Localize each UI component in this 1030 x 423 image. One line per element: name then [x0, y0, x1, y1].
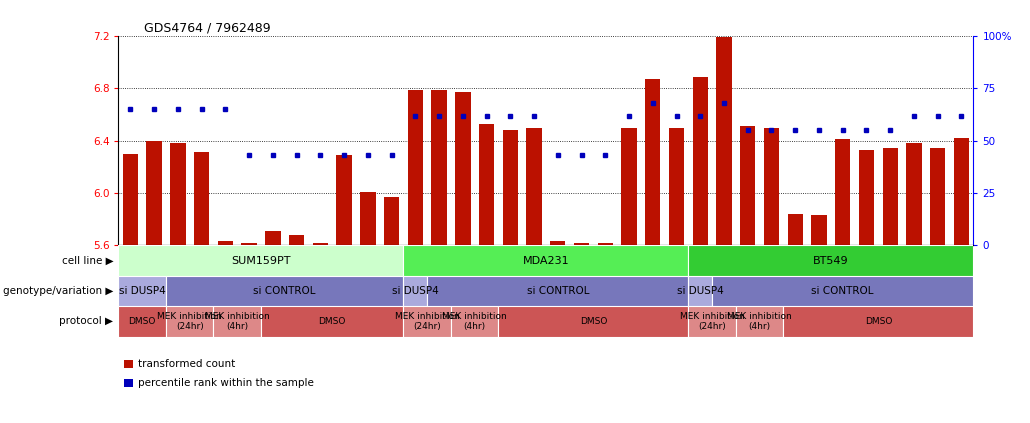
Text: DMSO: DMSO: [129, 317, 156, 326]
Text: si DUSP4: si DUSP4: [118, 286, 166, 296]
Bar: [812, 215, 827, 245]
Text: cell line ▶: cell line ▶: [62, 255, 113, 266]
Bar: [146, 140, 162, 245]
Text: BT549: BT549: [813, 255, 849, 266]
Bar: [404, 245, 688, 276]
Bar: [688, 276, 712, 306]
Bar: [265, 231, 280, 245]
Bar: [170, 143, 185, 245]
Bar: [688, 306, 735, 337]
Bar: [645, 79, 660, 245]
Bar: [455, 92, 471, 245]
Bar: [597, 243, 613, 245]
Text: DMSO: DMSO: [318, 317, 346, 326]
Bar: [288, 235, 304, 245]
Text: DMSO: DMSO: [580, 317, 607, 326]
Bar: [166, 306, 213, 337]
Text: DMSO: DMSO: [864, 317, 892, 326]
Text: MEK inhibition
(4hr): MEK inhibition (4hr): [442, 312, 507, 331]
Bar: [118, 276, 166, 306]
Bar: [668, 128, 684, 245]
Text: transformed count: transformed count: [138, 359, 235, 369]
Text: protocol ▶: protocol ▶: [60, 316, 113, 327]
Bar: [118, 306, 166, 337]
Bar: [499, 306, 688, 337]
Bar: [835, 139, 851, 245]
Text: SUM159PT: SUM159PT: [231, 255, 290, 266]
Bar: [930, 148, 946, 245]
Bar: [404, 306, 451, 337]
Bar: [688, 245, 973, 276]
Bar: [526, 128, 542, 245]
Bar: [360, 192, 376, 245]
Bar: [261, 306, 404, 337]
Bar: [503, 130, 518, 245]
Bar: [764, 128, 780, 245]
Bar: [621, 128, 637, 245]
Bar: [451, 306, 499, 337]
Bar: [213, 306, 261, 337]
Bar: [735, 306, 784, 337]
Bar: [906, 143, 922, 245]
Bar: [716, 37, 731, 245]
Bar: [241, 243, 256, 245]
Text: MDA231: MDA231: [522, 255, 570, 266]
Bar: [118, 245, 404, 276]
Bar: [883, 148, 898, 245]
Bar: [337, 155, 352, 245]
Text: genotype/variation ▶: genotype/variation ▶: [3, 286, 113, 296]
Bar: [123, 154, 138, 245]
Bar: [432, 90, 447, 245]
Bar: [954, 138, 969, 245]
Text: MEK inhibition
(4hr): MEK inhibition (4hr): [205, 312, 270, 331]
Bar: [408, 90, 423, 245]
Text: si DUSP4: si DUSP4: [392, 286, 439, 296]
Text: si CONTROL: si CONTROL: [526, 286, 589, 296]
Text: MEK inhibition
(24hr): MEK inhibition (24hr): [158, 312, 222, 331]
Bar: [194, 152, 209, 245]
Text: MEK inhibition
(24hr): MEK inhibition (24hr): [394, 312, 459, 331]
Bar: [784, 306, 973, 337]
Text: MEK inhibition
(24hr): MEK inhibition (24hr): [680, 312, 745, 331]
Bar: [217, 242, 233, 245]
Bar: [312, 243, 328, 245]
Text: MEK inhibition
(4hr): MEK inhibition (4hr): [727, 312, 792, 331]
Text: si DUSP4: si DUSP4: [677, 286, 724, 296]
Bar: [166, 276, 404, 306]
Bar: [427, 276, 688, 306]
Bar: [404, 276, 427, 306]
Bar: [740, 126, 755, 245]
Bar: [384, 197, 400, 245]
Bar: [788, 214, 803, 245]
Text: si CONTROL: si CONTROL: [812, 286, 874, 296]
Bar: [574, 243, 589, 245]
Bar: [712, 276, 973, 306]
Bar: [692, 77, 708, 245]
Text: si CONTROL: si CONTROL: [253, 286, 316, 296]
Bar: [479, 124, 494, 245]
Text: GDS4764 / 7962489: GDS4764 / 7962489: [144, 22, 271, 35]
Text: percentile rank within the sample: percentile rank within the sample: [138, 378, 314, 388]
Bar: [550, 242, 565, 245]
Bar: [859, 150, 874, 245]
